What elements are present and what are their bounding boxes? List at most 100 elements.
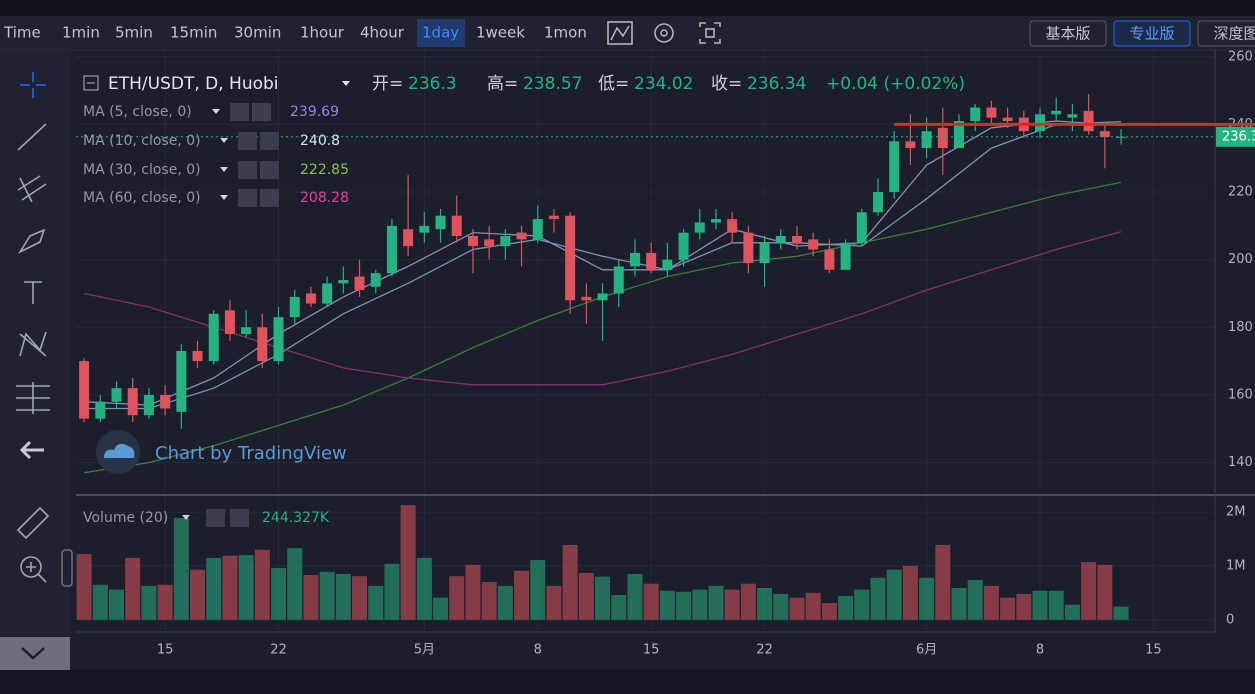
candle-body (338, 279, 349, 284)
candle-body (1083, 110, 1094, 132)
candle-body (954, 121, 965, 149)
legend-menu[interactable] (182, 515, 190, 520)
interval-button[interactable]: 15min (170, 24, 217, 42)
volume-bar (1081, 562, 1097, 620)
candle-body (937, 127, 948, 149)
volume-bar (789, 597, 805, 620)
candle-body (1002, 117, 1013, 122)
collapse-icon (21, 647, 45, 660)
volume-bar (1000, 597, 1016, 620)
legend-action[interactable] (260, 132, 279, 150)
version-button[interactable] (1029, 20, 1107, 47)
version-button[interactable] (1113, 20, 1191, 47)
candle-body (467, 235, 478, 247)
interval-button[interactable]: 1min (62, 24, 100, 42)
volume-bar (643, 583, 659, 620)
legend-menu[interactable] (220, 138, 228, 143)
interval-button[interactable]: 4hour (360, 24, 405, 42)
ohlc-label: 低= (598, 74, 629, 94)
candle-body (322, 283, 333, 304)
interval-button[interactable]: 1week (476, 24, 525, 42)
trend-line-tool[interactable] (17, 123, 47, 151)
ruler-tool[interactable] (16, 506, 50, 540)
candle-body (95, 401, 106, 419)
legend-menu[interactable] (220, 195, 228, 200)
legend-action[interactable] (230, 103, 249, 121)
hide-toolbar[interactable] (61, 549, 73, 587)
candle-body (257, 327, 268, 362)
volume-bar (335, 574, 351, 620)
volume-bar (886, 569, 902, 620)
measure-tool[interactable] (16, 382, 50, 414)
volume-bar (497, 585, 513, 620)
legend-menu[interactable] (220, 167, 228, 172)
candle-body (192, 350, 203, 362)
interval-button[interactable]: 5min (115, 24, 153, 42)
interval-button[interactable]: 1hour (300, 24, 345, 42)
fullscreen-button[interactable] (699, 22, 721, 44)
legend-action[interactable] (260, 161, 279, 179)
legend-action[interactable] (230, 509, 249, 527)
version-label: 专业版 (1129, 25, 1174, 43)
volume-bar (1032, 590, 1048, 620)
collapse-legend[interactable] (83, 75, 99, 91)
crosshair-tool[interactable] (20, 72, 46, 98)
brush-tool[interactable] (17, 228, 46, 254)
volume-bar (222, 555, 238, 620)
volume-bar (109, 589, 125, 620)
interval-button[interactable]: 1mon (544, 24, 587, 42)
zoom-tool[interactable] (20, 556, 42, 578)
text-tool[interactable] (24, 281, 42, 304)
interval-button[interactable]: 30min (234, 24, 281, 42)
interval-button[interactable]: Time (3, 24, 41, 42)
legend-action[interactable] (252, 103, 271, 121)
symbol-menu[interactable] (342, 81, 350, 86)
volume-bar (173, 518, 189, 620)
settings-button[interactable] (654, 23, 674, 43)
legend-value: 244.327K (262, 510, 330, 526)
volume-bar (271, 568, 287, 620)
active-interval (417, 19, 465, 47)
legend-action[interactable] (238, 132, 257, 150)
legend-action[interactable] (238, 189, 257, 207)
pattern-tool[interactable] (19, 331, 47, 357)
back-tool[interactable] (19, 440, 44, 460)
ohlc-value: 236.3 (408, 74, 457, 94)
volume-bar (287, 548, 303, 620)
y-tick-label: 140 (1228, 455, 1253, 470)
collapse-button[interactable] (0, 637, 70, 670)
legend-action[interactable] (238, 161, 257, 179)
candle-body (127, 388, 138, 416)
settings-icon (660, 29, 668, 37)
symbol-title: ETH/USDT, D, Huobi (108, 74, 279, 94)
legend-label: MA (10, close, 0) (83, 133, 201, 149)
candle-body (710, 219, 721, 223)
interval-button[interactable]: 1day (422, 24, 459, 42)
fib-tool[interactable] (17, 175, 47, 203)
indicator-button[interactable] (607, 21, 633, 45)
legend-value: 222.85 (300, 162, 349, 178)
volume-bar (951, 588, 967, 620)
candle-body (419, 225, 430, 233)
legend-action[interactable] (260, 189, 279, 207)
x-tick-label: 22 (756, 643, 773, 658)
drawing-tools (16, 72, 73, 587)
volume-tick-label: 0 (1226, 612, 1234, 627)
legend-menu[interactable] (212, 109, 220, 114)
volume-bar (902, 565, 918, 620)
candle-body (824, 249, 835, 270)
volume-bar (530, 560, 546, 620)
legend-action[interactable] (206, 509, 225, 527)
candle-body (921, 131, 932, 149)
volume-bar (870, 577, 886, 620)
version-button[interactable] (1197, 20, 1255, 47)
volume-bar (319, 571, 335, 620)
volume-bar (983, 585, 999, 620)
volume-bar (708, 585, 724, 620)
legend-label: Volume (20) (83, 510, 168, 526)
candle-body (775, 235, 786, 243)
volume-bar (400, 505, 416, 620)
x-tick-label: 15 (157, 643, 174, 658)
y-tick-label: 220 (1228, 185, 1253, 200)
